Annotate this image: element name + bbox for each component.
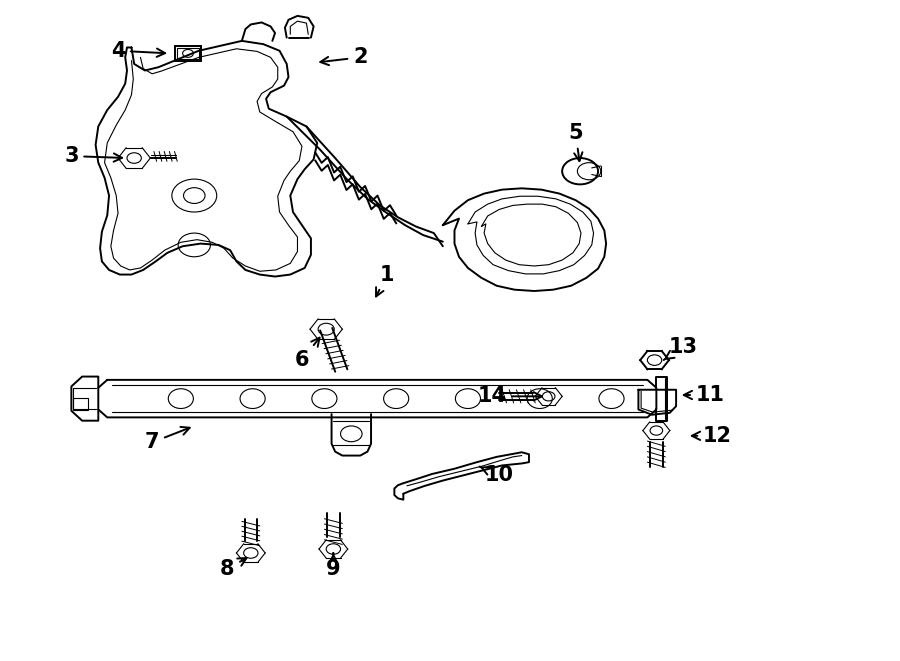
Text: 12: 12 xyxy=(692,426,732,446)
Text: 2: 2 xyxy=(320,48,367,67)
Text: 8: 8 xyxy=(220,558,247,579)
Text: 7: 7 xyxy=(145,427,190,452)
Text: 9: 9 xyxy=(326,553,341,579)
Bar xyxy=(175,46,202,61)
Text: 6: 6 xyxy=(294,338,320,370)
Text: 5: 5 xyxy=(568,123,583,161)
Bar xyxy=(73,399,87,410)
Text: 3: 3 xyxy=(64,146,122,166)
Text: 14: 14 xyxy=(478,386,542,407)
Text: 4: 4 xyxy=(111,41,165,61)
Bar xyxy=(177,48,199,59)
Text: 13: 13 xyxy=(663,337,698,360)
Text: 1: 1 xyxy=(376,264,394,297)
Text: 11: 11 xyxy=(684,385,724,405)
Text: 10: 10 xyxy=(480,465,514,485)
